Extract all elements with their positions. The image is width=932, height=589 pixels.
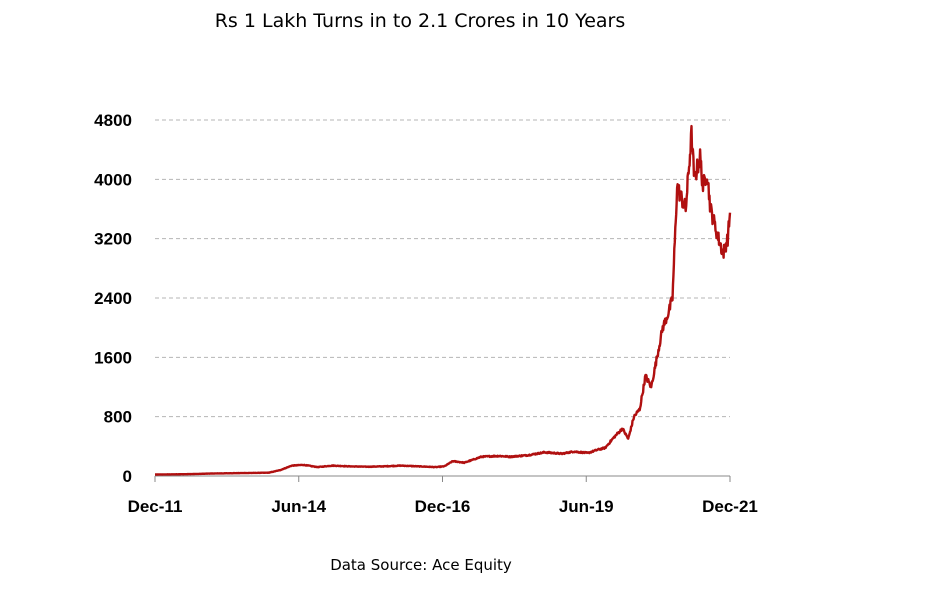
chart-title: Rs 1 Lakh Turns in to 2.1 Crores in 10 Y… bbox=[214, 10, 626, 32]
data-source-note: Data Source: Ace Equity bbox=[330, 556, 512, 574]
x-tick-label: Jun-14 bbox=[271, 497, 326, 516]
y-tick-label: 1600 bbox=[94, 348, 132, 367]
y-tick-label: 4000 bbox=[94, 170, 132, 189]
y-tick-label: 0 bbox=[123, 467, 132, 486]
x-tick-label: Jun-19 bbox=[559, 497, 614, 516]
y-tick-label: 800 bbox=[104, 408, 132, 427]
y-axis-ticks: 0 800 1600 2400 3200 4000 4800 bbox=[94, 111, 132, 486]
y-tick-label: 4800 bbox=[94, 111, 132, 130]
series-line-0 bbox=[154, 124, 732, 476]
x-tick-label: Dec-11 bbox=[128, 497, 183, 516]
y-tick-label: 3200 bbox=[94, 230, 132, 249]
x-axis-ticks: Dec-11 Jun-14 Dec-16 Jun-19 Dec-21 bbox=[128, 497, 758, 516]
grid-lines bbox=[155, 119, 730, 418]
x-tick-label: Dec-21 bbox=[702, 497, 758, 516]
x-tick-label: Dec-16 bbox=[415, 497, 471, 516]
y-tick-label: 2400 bbox=[94, 289, 132, 308]
series-group bbox=[154, 124, 732, 476]
x-axis bbox=[154, 475, 731, 482]
